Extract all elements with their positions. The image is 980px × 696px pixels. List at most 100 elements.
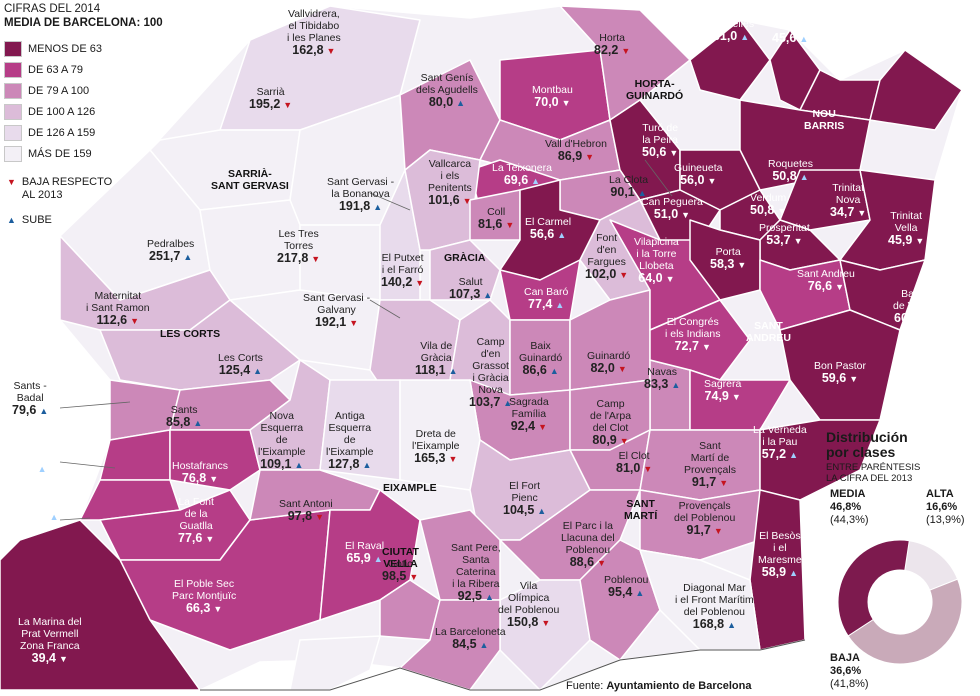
neighborhood-label: La Marina del Prat Vermell Zona Franca 39…	[18, 616, 82, 665]
neighborhood-label: Hostafrancs 76,8 ▼	[172, 460, 228, 485]
neighborhood-name: La Bordeta	[10, 438, 47, 462]
value-text: 118,1	[415, 363, 446, 377]
down-triangle-icon: ▼	[213, 604, 223, 614]
neighborhood-name: Camp de l'Arpa del Clot	[590, 398, 632, 434]
source-prefix: Fuente:	[566, 680, 604, 692]
neighborhood-value: 92,4 ▼	[509, 420, 549, 433]
value-text: 140,2	[381, 275, 413, 289]
neighborhood-value: 88,6 ▼	[561, 556, 615, 569]
up-triangle-icon: ▲	[39, 406, 49, 416]
neighborhood-name: Gòtic	[387, 558, 413, 570]
down-triangle-icon: ▼	[835, 282, 845, 292]
value-text: 125,4	[218, 363, 251, 377]
neighborhood-label: Sant Gervasi - la Bonanova 191,8 ▲	[327, 176, 394, 213]
neighborhood-label: La Marina de Port 72,0 ▲	[17, 486, 64, 523]
neighborhood-value: 118,1 ▲	[415, 364, 458, 377]
source-name: Ayuntamiento de Barcelona	[606, 680, 752, 692]
value-text: 51,0	[653, 207, 679, 221]
neighborhood-label: Sants 85,8 ▲	[166, 404, 202, 429]
up-triangle-icon: ▲	[456, 98, 466, 108]
neighborhood-name: Coll	[487, 206, 506, 218]
neighborhood-label: Vallbona 39,9 ▼	[892, 18, 932, 43]
neighborhood-label: El Clot 81,0 ▼	[616, 450, 652, 475]
neighborhood-value: 83,3 ▲	[644, 378, 680, 391]
value-text: 112,6	[96, 313, 128, 327]
neighborhood-value: 39,4 ▼	[18, 652, 82, 665]
neighborhood-name: Ciutat Meridiana	[835, 8, 882, 32]
neighborhood-value: 56,6 ▲	[525, 228, 571, 241]
neighborhood-label: La Font de la Guatlla 77,6 ▼	[178, 496, 214, 545]
neighborhood-name: Sant Antoni	[279, 498, 333, 510]
value-text: 50,8	[772, 169, 797, 183]
down-triangle-icon: ▼	[619, 436, 629, 446]
value-text: 72,0	[22, 509, 47, 523]
value-text: 195,2	[249, 97, 281, 111]
neighborhood-name: Sant Genís dels Agudells	[416, 72, 478, 96]
neighborhood-label: Can Baró 77,4 ▲	[524, 286, 568, 311]
neighborhood-name: Sant Pere, Santa Caterina i la Ribera	[451, 542, 501, 590]
up-triangle-icon: ▲	[193, 418, 203, 428]
value-text: 81,0	[616, 461, 641, 475]
neighborhood-label: Can Peguera 51,0 ▼	[641, 196, 703, 221]
value-text: 59,6	[821, 371, 847, 385]
neighborhood-value: 90,1 ▲	[609, 186, 648, 199]
neighborhood-label: Sagrera 74,9 ▼	[704, 378, 741, 403]
neighborhood-value: 80,0 ▲	[416, 96, 478, 109]
value-text: 168,8	[692, 617, 725, 631]
neighborhood-label: Sant Genís dels Agudells 80,0 ▲	[416, 72, 478, 109]
header-year: CIFRAS DEL 2014	[4, 3, 101, 15]
neighborhood-area	[689, 369, 791, 431]
value-text: 102,0	[585, 267, 617, 281]
neighborhood-value: 57,2 ▲	[753, 448, 807, 461]
neighborhood-name: La Barceloneta	[435, 626, 506, 638]
neighborhood-label: La Teixonera 69,6 ▲	[492, 162, 552, 187]
value-text: 82,2	[594, 43, 619, 57]
neighborhood-name: El Parc i la Llacuna del Poblenou	[561, 520, 615, 556]
neighborhood-label: La Clota 90,1 ▲	[609, 174, 648, 199]
down-triangle-icon: ▼	[701, 342, 711, 352]
color-legend: MENOS DE 63 DE 63 A 79 DE 79 A 100 DE 100 A…	[4, 38, 102, 164]
down-triangle-icon: ▼	[921, 32, 931, 42]
class-alta-value: 16,6%	[926, 501, 958, 513]
neighborhood-name: Dreta de l'Eixample	[412, 428, 460, 452]
neighborhood-name: Sagrera	[704, 378, 742, 390]
neighborhood-value: 84,5 ▲	[435, 638, 506, 651]
value-text: 74,9	[704, 389, 729, 403]
down-triangle-icon: ▼	[538, 422, 547, 432]
value-text: 60,5	[894, 311, 919, 325]
value-text: 103,7	[469, 395, 501, 409]
neighborhood-name: La Marina de Port	[17, 486, 64, 510]
class-media-value: 46,8%	[830, 501, 862, 513]
value-text: 109,1	[260, 457, 292, 471]
value-text: 80,9	[592, 433, 617, 447]
neighborhood-name: Sants - Badal	[13, 380, 47, 404]
map-header: CIFRAS DEL 2014 MEDIA DE BARCELONA: 100	[4, 2, 163, 30]
up-triangle-icon: ▲	[555, 300, 565, 310]
neighborhood-value: 66,3 ▼	[172, 602, 236, 615]
neighborhood-name: Roquetes	[768, 158, 813, 170]
neighborhood-value: 140,2 ▼	[381, 276, 424, 289]
neighborhood-label: Torre Baró 45,6 ▲	[772, 8, 808, 45]
down-triangle-icon: ▼	[621, 46, 631, 56]
neighborhood-value: 45,6 ▲	[772, 32, 808, 45]
legend-row: DE 79 A 100	[4, 80, 102, 101]
neighborhood-name: Font d'en Fargues	[587, 232, 626, 268]
neighborhood-name: El Besòs i el Maresme	[758, 530, 802, 566]
neighborhood-value: 191,8 ▲	[327, 200, 394, 213]
neighborhood-name: La Clota	[609, 174, 649, 186]
up-triangle-icon: ▲	[740, 32, 750, 42]
down-triangle-icon: ▼	[681, 210, 691, 220]
district-label: GRÀCIA	[444, 252, 486, 264]
neighborhood-name: Pedralbes	[147, 238, 195, 250]
down-triangle-icon: ▼	[731, 392, 741, 402]
neighborhood-value: 85,8 ▲	[166, 416, 202, 429]
neighborhood-label: Sants - Badal 79,6 ▲	[12, 380, 48, 417]
neighborhood-value: 103,7 ▲	[469, 396, 512, 409]
neighborhood-value: 80,9 ▼	[590, 434, 631, 447]
neighborhood-name: Sant Gervasi - Galvany	[303, 292, 371, 316]
neighborhood-value: 59,6 ▼	[814, 372, 866, 385]
leader-line	[369, 192, 411, 211]
district-label: NOU BARRIS	[804, 108, 845, 132]
up-triangle-icon: ▲	[362, 460, 372, 470]
value-text: 84,5	[452, 637, 477, 651]
